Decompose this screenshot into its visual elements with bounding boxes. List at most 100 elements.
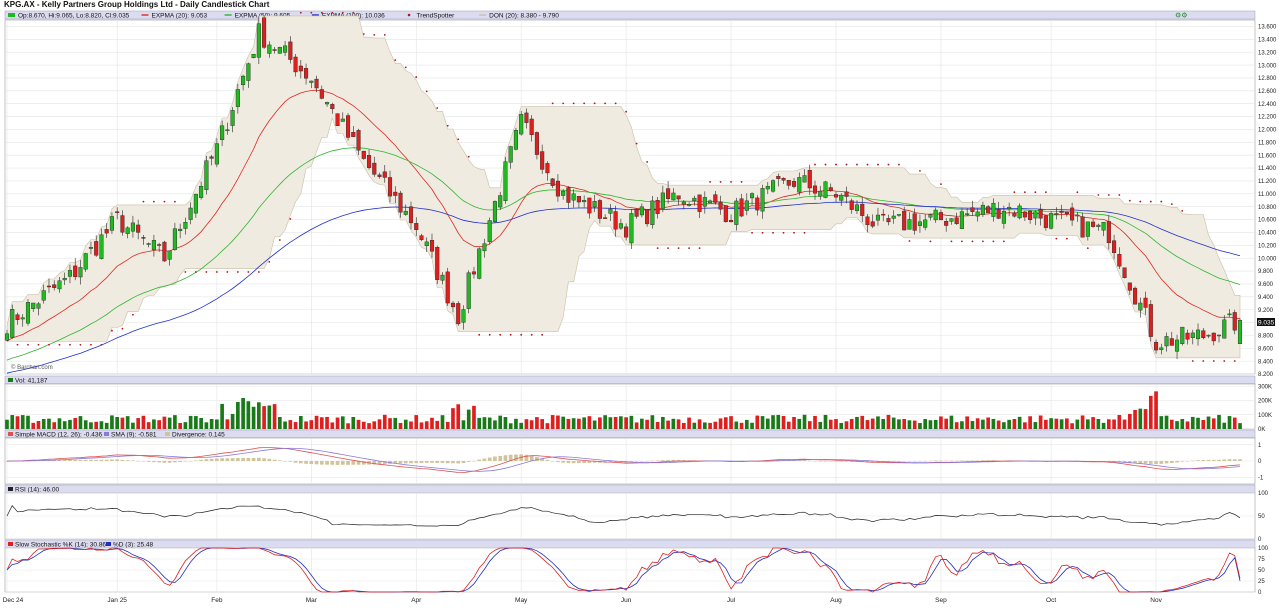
divergence-bar: [99, 459, 104, 461]
candle-body: [739, 198, 744, 217]
macd-signal-line: [6, 447, 1241, 472]
divergence-bar: [503, 455, 508, 461]
divergence-bar: [351, 461, 356, 465]
y-tick-label: 12.000: [1258, 128, 1277, 134]
candle-body: [1059, 210, 1064, 213]
trendspotter-dot: [992, 240, 995, 243]
trendspotter-dot: [887, 163, 890, 166]
volume-bar: [1148, 395, 1153, 429]
candle-body: [645, 209, 650, 225]
divergence-bar: [535, 457, 539, 461]
volume-bar: [923, 419, 928, 429]
volume-bar: [975, 418, 980, 429]
divergence-bar: [194, 460, 198, 461]
candle-body: [20, 317, 25, 320]
volume-bar: [839, 422, 844, 429]
candle-body: [372, 162, 377, 175]
candle-body: [450, 302, 456, 308]
volume-bar: [152, 419, 156, 429]
divergence-bar: [918, 461, 922, 462]
candle-body: [917, 221, 922, 226]
candle-body: [1075, 214, 1080, 217]
volume-bar: [1122, 419, 1127, 429]
volume-bar: [944, 418, 949, 429]
trendspotter-dot: [289, 218, 292, 220]
volume-bar: [178, 422, 182, 429]
volume-bar: [524, 419, 529, 429]
trendspotter-dot: [614, 102, 617, 105]
candle-body: [109, 216, 114, 231]
divergence-bar: [540, 458, 545, 461]
trendspotter-dot: [299, 11, 302, 14]
volume-bar: [550, 415, 555, 429]
volume-bar: [760, 416, 765, 429]
y-tick-label: 12.400: [1258, 102, 1277, 108]
volume-bar: [1002, 422, 1006, 429]
candle-body: [587, 197, 592, 214]
volume-bar: [1127, 413, 1132, 429]
candle-body: [83, 253, 88, 270]
candle-body: [965, 213, 970, 215]
candle-body: [1064, 211, 1069, 215]
divergence-bar: [1206, 459, 1211, 461]
candle-body: [62, 277, 67, 281]
divergence-bar: [608, 461, 613, 463]
candle-body: [57, 280, 62, 290]
candle-body: [136, 224, 141, 233]
volume-bar: [954, 422, 959, 429]
divergence-bar: [577, 461, 581, 464]
divergence-bar: [173, 461, 177, 463]
volume-bar: [514, 418, 518, 429]
candle-body: [760, 188, 765, 212]
divergence-bar: [613, 461, 618, 463]
volume-bar: [466, 409, 471, 429]
divergence-bar: [456, 461, 461, 464]
candle-body: [435, 247, 440, 280]
candle-body: [115, 211, 120, 213]
candle-body: [277, 46, 282, 54]
volume-bar: [1232, 417, 1237, 429]
divergence-bar: [1227, 459, 1232, 461]
volume-bar: [246, 401, 251, 429]
volume-bar: [860, 415, 865, 429]
volume-bar: [382, 414, 387, 429]
x-tick-label: Jan 25: [107, 597, 127, 604]
candle-body: [513, 130, 518, 150]
volume-bar: [1070, 423, 1074, 429]
candle-body: [1127, 282, 1132, 291]
candle-body: [1043, 215, 1048, 228]
candle-body: [1070, 207, 1075, 221]
divergence-bar: [897, 461, 901, 462]
volume-bar: [309, 420, 314, 429]
y-tick-label: 300K: [1258, 384, 1272, 390]
candle-body: [330, 104, 335, 110]
settings-icon[interactable]: ⚙⚙: [1175, 12, 1188, 20]
volume-bar: [844, 421, 849, 429]
divergence-bar: [1201, 460, 1206, 461]
candle-body: [120, 215, 125, 233]
candle-body: [351, 131, 356, 137]
volume-bar: [367, 423, 371, 429]
candle-body: [687, 204, 692, 206]
trendspotter-dot: [1002, 240, 1005, 243]
candle-body: [666, 188, 671, 199]
stoch-header: [4, 539, 1256, 549]
macd-panel: Simple MACD (12, 26): -0.436 SMA (9): -0.…: [4, 429, 1264, 485]
volume-bar: [739, 422, 744, 429]
trendspotter-dot: [278, 239, 281, 241]
candle-body: [214, 143, 219, 165]
volume-bar: [346, 423, 350, 429]
candle-body: [818, 190, 823, 197]
candle-body: [1159, 347, 1164, 350]
volume-bar: [765, 418, 770, 429]
expma-50-line: [6, 147, 1241, 361]
divergence-bar: [246, 457, 251, 461]
divergence-bar: [141, 461, 146, 462]
candle-body: [183, 222, 188, 229]
candle-body: [424, 241, 429, 247]
divergence-bar: [802, 460, 807, 461]
candle-body: [31, 302, 36, 309]
divergence-bar: [57, 459, 62, 461]
volume-bar: [776, 414, 781, 429]
volume-bar: [330, 422, 335, 429]
